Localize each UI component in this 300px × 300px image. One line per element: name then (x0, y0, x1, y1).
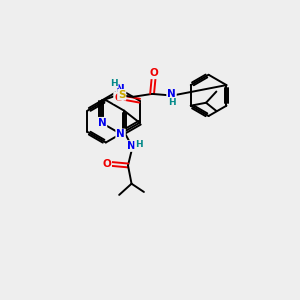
Text: O: O (102, 159, 111, 169)
Text: H: H (168, 98, 175, 107)
Text: N: N (116, 84, 125, 94)
Text: H: H (110, 79, 118, 88)
Text: O: O (149, 68, 158, 78)
Text: O: O (114, 93, 123, 103)
Text: N: N (98, 118, 106, 128)
Text: N: N (167, 89, 176, 100)
Text: N: N (116, 129, 125, 140)
Text: H: H (135, 140, 143, 149)
Text: S: S (118, 90, 125, 100)
Text: N: N (127, 141, 136, 151)
